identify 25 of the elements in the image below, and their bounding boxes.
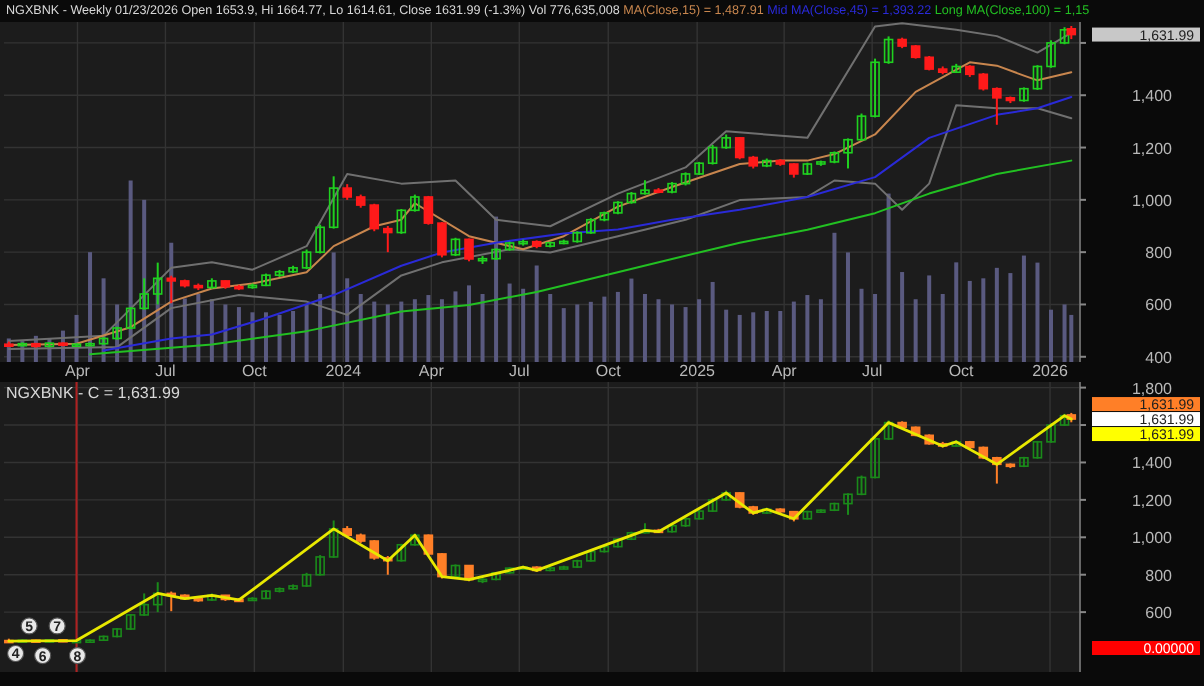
x-tick-label: Oct (241, 362, 269, 380)
x-tick-label: Apr (65, 362, 91, 380)
y-tick-label: 1,000 (1131, 191, 1174, 210)
x-tick-label: Jul (509, 362, 530, 380)
y-tick-label: 1,200 (1131, 139, 1174, 158)
y-tick-label: 600 (1145, 296, 1174, 315)
y-tick-label: 800 (1145, 244, 1174, 263)
x-tick-label: Apr (771, 362, 798, 380)
x-tick-label: Jul (861, 362, 883, 380)
x-tick-label: Jul (155, 362, 177, 380)
chart-title: NGXBNK - C = 1,631.99 (6, 384, 181, 402)
x-tick-label: Oct (595, 362, 623, 380)
x-tick-label: Oct (948, 362, 976, 380)
y-tick-label: 400 (1145, 348, 1174, 367)
y-tick-label: 1,400 (1131, 454, 1174, 473)
y-tick-label: 1,000 (1131, 529, 1174, 548)
y-tick-label: 1,800 (1131, 379, 1174, 398)
x-tick-label: Apr (418, 362, 445, 380)
y-tick-label: 1,400 (1131, 87, 1174, 106)
y-tick-label: 600 (1145, 604, 1174, 623)
x-tick-label: 2024 (325, 362, 363, 380)
y-tick-label: 800 (1145, 566, 1174, 585)
y-tick-label: 1,200 (1131, 491, 1174, 510)
x-tick-label: 2025 (679, 362, 717, 380)
x-tick-label: 2026 (1032, 362, 1069, 380)
